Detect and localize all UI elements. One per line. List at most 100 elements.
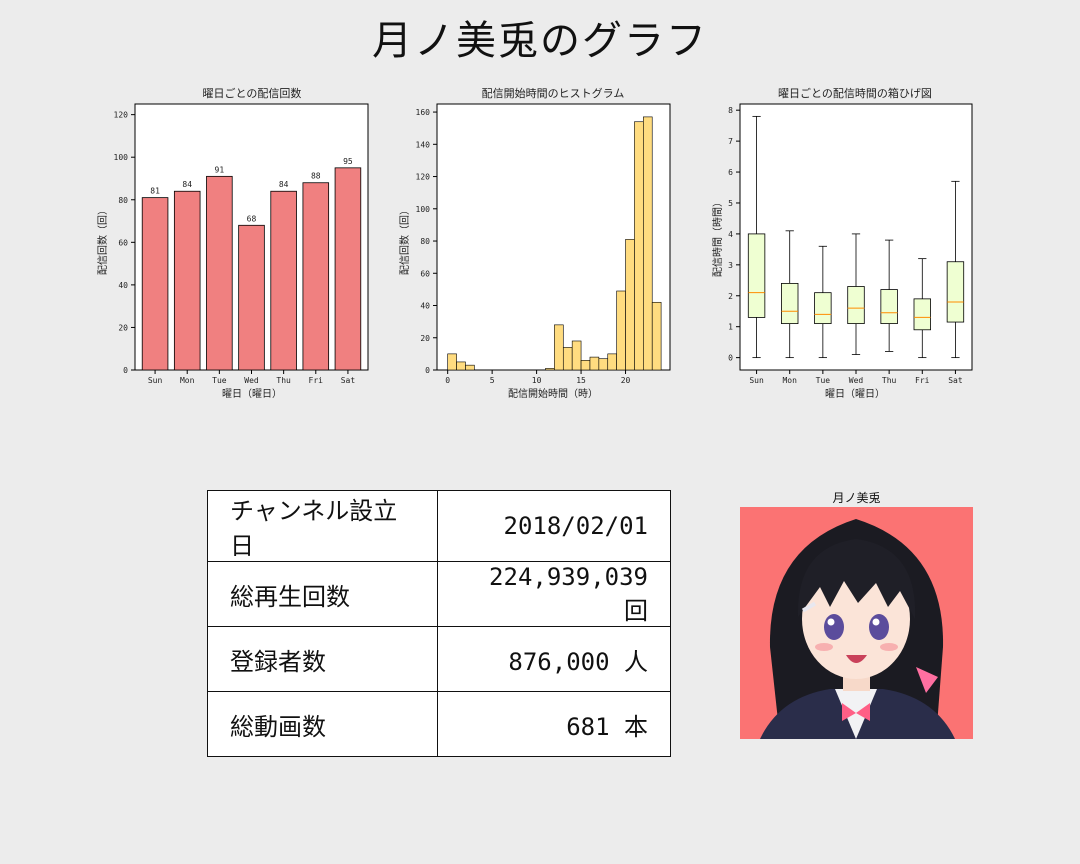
box-x-tick-label: Tue [816,376,831,385]
box-y-tick-label: 0 [728,354,733,363]
box-y-tick-label: 8 [728,106,733,115]
histogram-bar [643,116,653,371]
histogram-y-tick-label: 0 [425,366,430,375]
bar-y-label: 配信回数（回） [96,205,109,275]
avatar-right-blush [880,643,898,651]
bar-y-tick-label: 100 [114,153,129,162]
box-y-tick-label: 7 [728,137,733,146]
histogram-marks [447,116,662,371]
histogram-bar [465,364,475,371]
table-row: 総動画数 681 本 [207,691,671,757]
box-x-tick-label: Sat [948,376,963,385]
bar [173,190,201,371]
histogram-bar [607,353,617,371]
box-x-tick-label: Mon [782,376,797,385]
histogram-bar [554,324,564,371]
avatar-left-eye [824,614,844,640]
histogram-y-tick-label: 160 [416,108,431,117]
histogram-x-label: 配信開始時間（時） [508,387,598,400]
stat-label-video-count: 総動画数 [207,691,438,757]
avatar-mouth [846,655,867,663]
bar [238,224,265,371]
histogram-x-axis: 0 5 10 15 20 [445,370,631,385]
histogram-y-tick-label: 100 [416,205,431,214]
histogram-y-tick-label: 80 [420,237,430,246]
bar-x-label: 曜日（曜日） [222,388,282,400]
channel-stats-table: チャンネル設立日 2018/02/01 総再生回数 224,939,039 回 … [207,490,671,757]
stat-label-subscribers: 登録者数 [207,626,438,692]
avatar-left-blush [815,643,833,651]
stat-label-total-views: 総再生回数 [207,561,438,627]
box-y-label: 配信時間（時間） [712,197,724,277]
bar [302,182,330,371]
bar-x-tick-label: Sat [341,376,356,385]
bar-y-tick-label: 0 [123,366,128,375]
box-y-tick-label: 4 [728,230,733,239]
table-row: 総再生回数 224,939,039 回 [207,561,671,627]
histogram-chart: 配信開始時間のヒストグラム 0 20 40 60 80 100 120 140 160 0 5 10… [398,86,671,400]
table-row: 登録者数 876,000 人 [207,626,671,692]
histogram-x-tick-label: 5 [490,376,495,385]
stat-label-founded: チャンネル設立日 [207,490,438,562]
histogram-bar [589,356,600,371]
page-title: 月ノ美兎のグラフ [372,18,708,64]
avatar-hair-clip [801,601,817,613]
bar-data-label: 68 [247,214,257,223]
box [847,286,865,325]
bar-x-tick-label: Thu [276,376,291,385]
box [946,261,965,323]
bar [270,190,297,371]
box-y-tick-label: 2 [728,292,733,301]
histogram-y-tick-label: 140 [416,140,431,149]
bar-x-tick-label: Tue [212,376,227,385]
bar-data-label: 81 [150,187,160,196]
box-x-tick-label: Sun [749,376,764,385]
bar-chart: 曜日ごとの配信回数 0 20 40 60 80 100 120 81 84 91 68 84 88 95… [96,86,369,400]
box-x-tick-label: Wed [849,376,864,385]
box [747,233,766,318]
histogram-bar [545,368,555,371]
histogram-x-tick-label: 20 [621,376,631,385]
box [913,298,931,331]
box-y-tick-label: 6 [728,168,733,177]
bar-x-axis: Sun Mon Tue Wed Thu Fri Sat [148,370,355,385]
bar-data-label: 88 [311,172,321,181]
bar [141,197,169,371]
stat-value-founded: 2018/02/01 [437,490,671,562]
box [880,289,898,325]
histogram-bar [571,340,582,371]
histogram-x-tick-label: 0 [445,376,450,385]
box-y-tick-label: 3 [728,261,733,270]
box-plot-chart: 曜日ごとの配信時間の箱ひげ図 0 1 2 3 4 5 6 7 8 Sun Mon Tue Wed Thu… [712,86,973,400]
avatar-hair-bangs [797,539,916,619]
histogram-y-tick-label: 60 [420,269,430,278]
bar-y-tick-label: 80 [118,196,128,205]
bar-data-label: 84 [182,180,192,189]
histogram-bar [447,353,457,371]
histogram-title: 配信開始時間のヒストグラム [482,86,625,100]
bar-x-tick-label: Mon [180,376,195,385]
bar-y-tick-label: 60 [118,238,128,247]
histogram-bar [616,290,626,371]
bar-y-tick-label: 40 [118,281,128,290]
bar-data-label: 84 [279,180,289,189]
bar-y-tick-label: 120 [114,111,129,120]
box-x-label: 曜日（曜日） [825,388,885,400]
box-x-tick-label: Thu [882,376,897,385]
bar-y-tick-label: 20 [118,323,128,332]
histogram-bar [634,121,644,371]
box-x-tick-label: Fri [915,376,930,385]
box [781,282,799,325]
stat-value-subscribers: 876,000 人 [437,626,671,692]
avatar-collar [835,689,877,739]
avatar-right-eye [869,614,889,640]
histogram-bar [562,347,573,371]
box [814,292,832,325]
bar-y-axis: 0 20 40 60 80 100 120 [114,111,135,375]
histogram-y-tick-label: 20 [420,334,430,343]
bar-x-tick-label: Fri [309,376,324,385]
histogram-bar [580,360,591,371]
histogram-x-tick-label: 10 [532,376,542,385]
bar [206,175,233,371]
